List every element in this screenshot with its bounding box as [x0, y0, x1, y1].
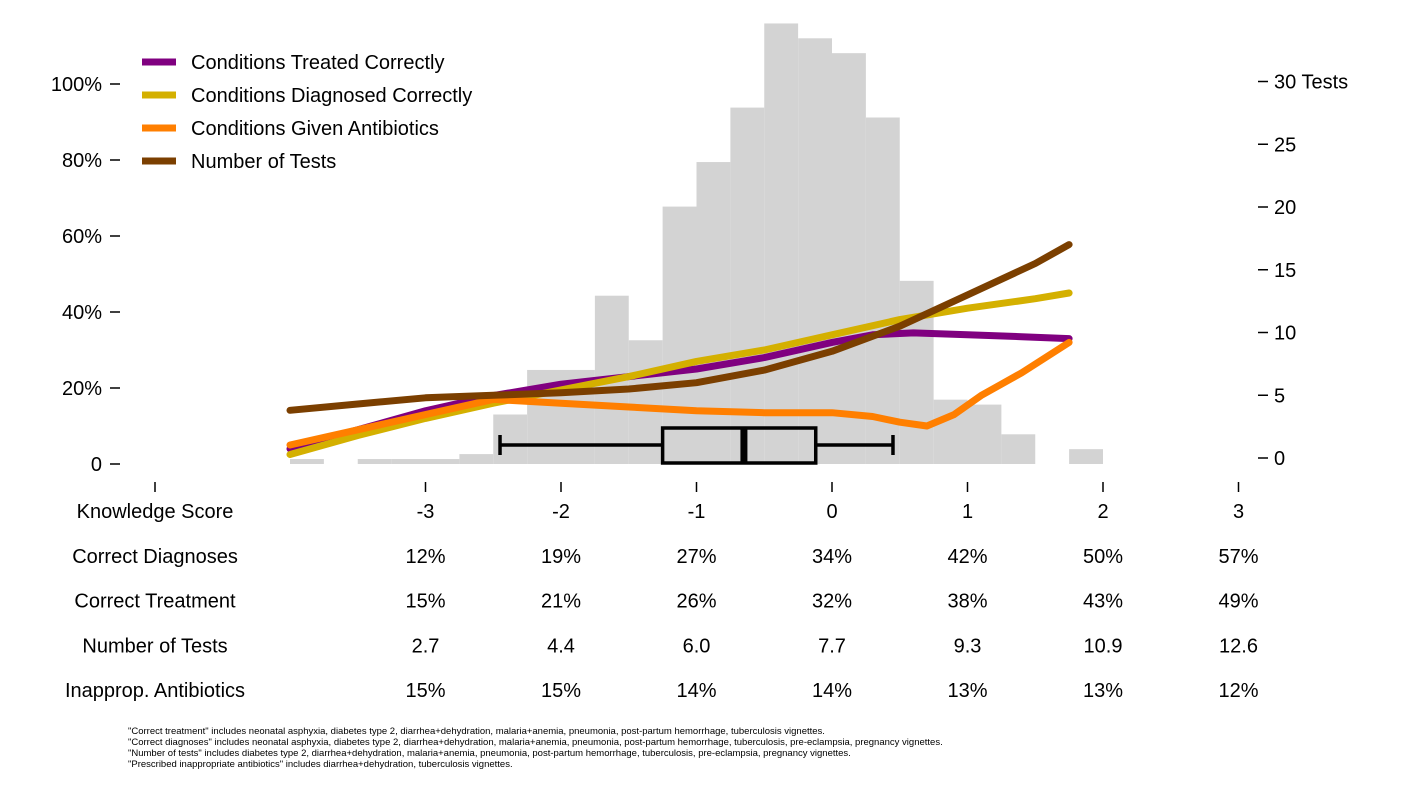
boxplot	[498, 426, 895, 465]
x-axis-tick-label: -3	[417, 501, 435, 523]
x-axis-tick-label: -2	[552, 501, 570, 523]
histogram-bar	[967, 404, 1002, 464]
footnote: "Number of tests" includes diabetes type…	[128, 748, 851, 759]
x-axis-tick-label: 1	[962, 501, 973, 523]
right-axis-tick-label: 15	[1274, 260, 1296, 282]
histogram-bar	[459, 454, 494, 464]
table-cell: 19%	[541, 546, 581, 568]
histogram-bar	[425, 459, 460, 464]
table-cell: 27%	[676, 546, 716, 568]
histogram-bar	[696, 162, 731, 465]
table-cell: 34%	[812, 546, 852, 568]
table-cell: 9.3	[954, 635, 982, 657]
table-cell: 38%	[947, 591, 987, 613]
series-lines	[286, 241, 1073, 458]
table-cell: 6.0	[683, 635, 711, 657]
table-cell: 43%	[1083, 591, 1123, 613]
table-cell: 15%	[405, 591, 445, 613]
legend-label: Conditions Given Antibiotics	[191, 118, 439, 140]
x-axis-tick-label: 0	[826, 501, 837, 523]
series-line	[286, 241, 1073, 414]
legend-label: Number of Tests	[191, 151, 336, 173]
histogram-bar	[357, 459, 392, 464]
left-axis-tick-label: 0	[91, 454, 102, 476]
series-line	[286, 289, 1073, 458]
left-axis-tick-label: 80%	[62, 150, 102, 172]
right-axis-tick-label: 0	[1274, 448, 1285, 470]
table-cell: 49%	[1218, 591, 1258, 613]
x-axis-tick-label: 2	[1097, 501, 1108, 523]
right-axis-tick-label: 5	[1274, 385, 1285, 407]
histogram-bar	[764, 23, 799, 464]
histogram-bar	[730, 107, 765, 464]
series-line	[286, 329, 1073, 453]
left-axis-tick-label: 20%	[62, 378, 102, 400]
table-cell: 21%	[541, 591, 581, 613]
x-axis-label: Knowledge Score	[77, 501, 234, 523]
table-row-label: Number of Tests	[82, 635, 227, 657]
table-cell: 7.7	[818, 635, 846, 657]
table-cell: 14%	[676, 680, 716, 702]
right-axis-tick-label: 20	[1274, 197, 1296, 219]
table-cell: 15%	[405, 680, 445, 702]
table-cell: 57%	[1218, 546, 1258, 568]
table-cell: 12.6	[1219, 635, 1258, 657]
x-axis-tick-label: -1	[688, 501, 706, 523]
right-axis-tick-label: 30 Tests	[1274, 72, 1348, 94]
table-row-label: Inapprop. Antibiotics	[65, 680, 245, 702]
table-cell: 14%	[812, 680, 852, 702]
right-axis-tick-label: 10	[1274, 323, 1296, 345]
footnote: "Correct treatment" includes neonatal as…	[128, 726, 825, 737]
table-cell: 50%	[1083, 546, 1123, 568]
right-axis: 0 5 10 15 20 25 30 Tests	[1258, 72, 1348, 470]
table-row-label: Correct Diagnoses	[72, 546, 238, 568]
histogram-bar	[662, 206, 697, 464]
x-axis: Knowledge Score -3 -2 -1 0 1 2 3	[77, 482, 1244, 523]
data-table: Correct Diagnoses 12% 19% 27% 34% 42% 50% 57% Co…	[65, 546, 1259, 702]
x-axis-tick-label: 3	[1233, 501, 1244, 523]
legend-label: Conditions Diagnosed Correctly	[191, 85, 472, 107]
histogram-bar	[832, 53, 866, 465]
histogram-bar	[290, 459, 324, 464]
table-cell: 2.7	[412, 635, 440, 657]
histogram-bar	[1001, 434, 1036, 464]
table-row-label: Correct Treatment	[74, 591, 236, 613]
table-cell: 4.4	[547, 635, 575, 657]
left-axis-tick-label: 60%	[62, 226, 102, 248]
left-axis-tick-label: 100%	[51, 74, 102, 96]
histogram-bar	[899, 280, 934, 464]
histogram-bar	[798, 38, 832, 465]
table-cell: 13%	[947, 680, 987, 702]
footnotes: "Correct treatment" includes neonatal as…	[128, 726, 943, 770]
left-axis-tick-label: 40%	[62, 302, 102, 324]
table-cell: 12%	[405, 546, 445, 568]
table-cell: 13%	[1083, 680, 1123, 702]
legend: Conditions Treated Correctly Conditions D…	[142, 52, 472, 173]
histogram-bar	[391, 459, 426, 464]
table-cell: 10.9	[1084, 635, 1123, 657]
right-axis-tick-label: 25	[1274, 134, 1296, 156]
table-cell: 15%	[541, 680, 581, 702]
table-cell: 26%	[676, 591, 716, 613]
legend-label: Conditions Treated Correctly	[191, 52, 444, 74]
histogram-bar	[865, 117, 900, 464]
footnote: "Correct diagnoses" includes neonatal as…	[128, 737, 943, 748]
histogram-bar	[1069, 449, 1103, 464]
series-line	[286, 338, 1073, 449]
left-axis: 0 20% 40% 60% 80% 100%	[51, 74, 120, 476]
table-cell: 42%	[947, 546, 987, 568]
boxplot-box	[660, 426, 818, 465]
table-cell: 12%	[1218, 680, 1258, 702]
table-cell: 32%	[812, 591, 852, 613]
footnote: "Prescribed inappropriate antibiotics" i…	[128, 759, 513, 770]
